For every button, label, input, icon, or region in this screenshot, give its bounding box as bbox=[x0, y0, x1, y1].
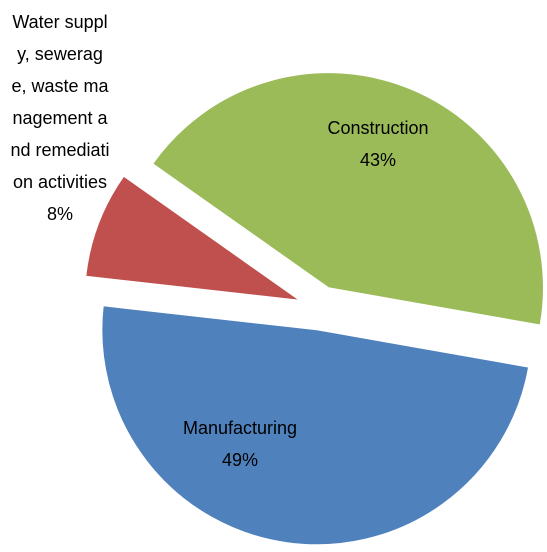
pie-slice bbox=[85, 175, 300, 301]
slice-label: Water supply, sewerage, waste management… bbox=[10, 6, 110, 230]
pie-slice bbox=[152, 72, 544, 326]
value-label: 43% bbox=[359, 150, 397, 170]
category-label: Manufacturing bbox=[182, 418, 298, 438]
slice-label: Construction 43% bbox=[318, 112, 438, 176]
value-label: 8% bbox=[46, 204, 73, 224]
category-label: Construction bbox=[327, 118, 429, 138]
slice-label: Manufacturing 49% bbox=[170, 412, 310, 476]
category-label: Water supply, sewerage, waste management… bbox=[10, 12, 110, 192]
pie-slice bbox=[101, 305, 530, 546]
value-label: 49% bbox=[221, 450, 259, 470]
